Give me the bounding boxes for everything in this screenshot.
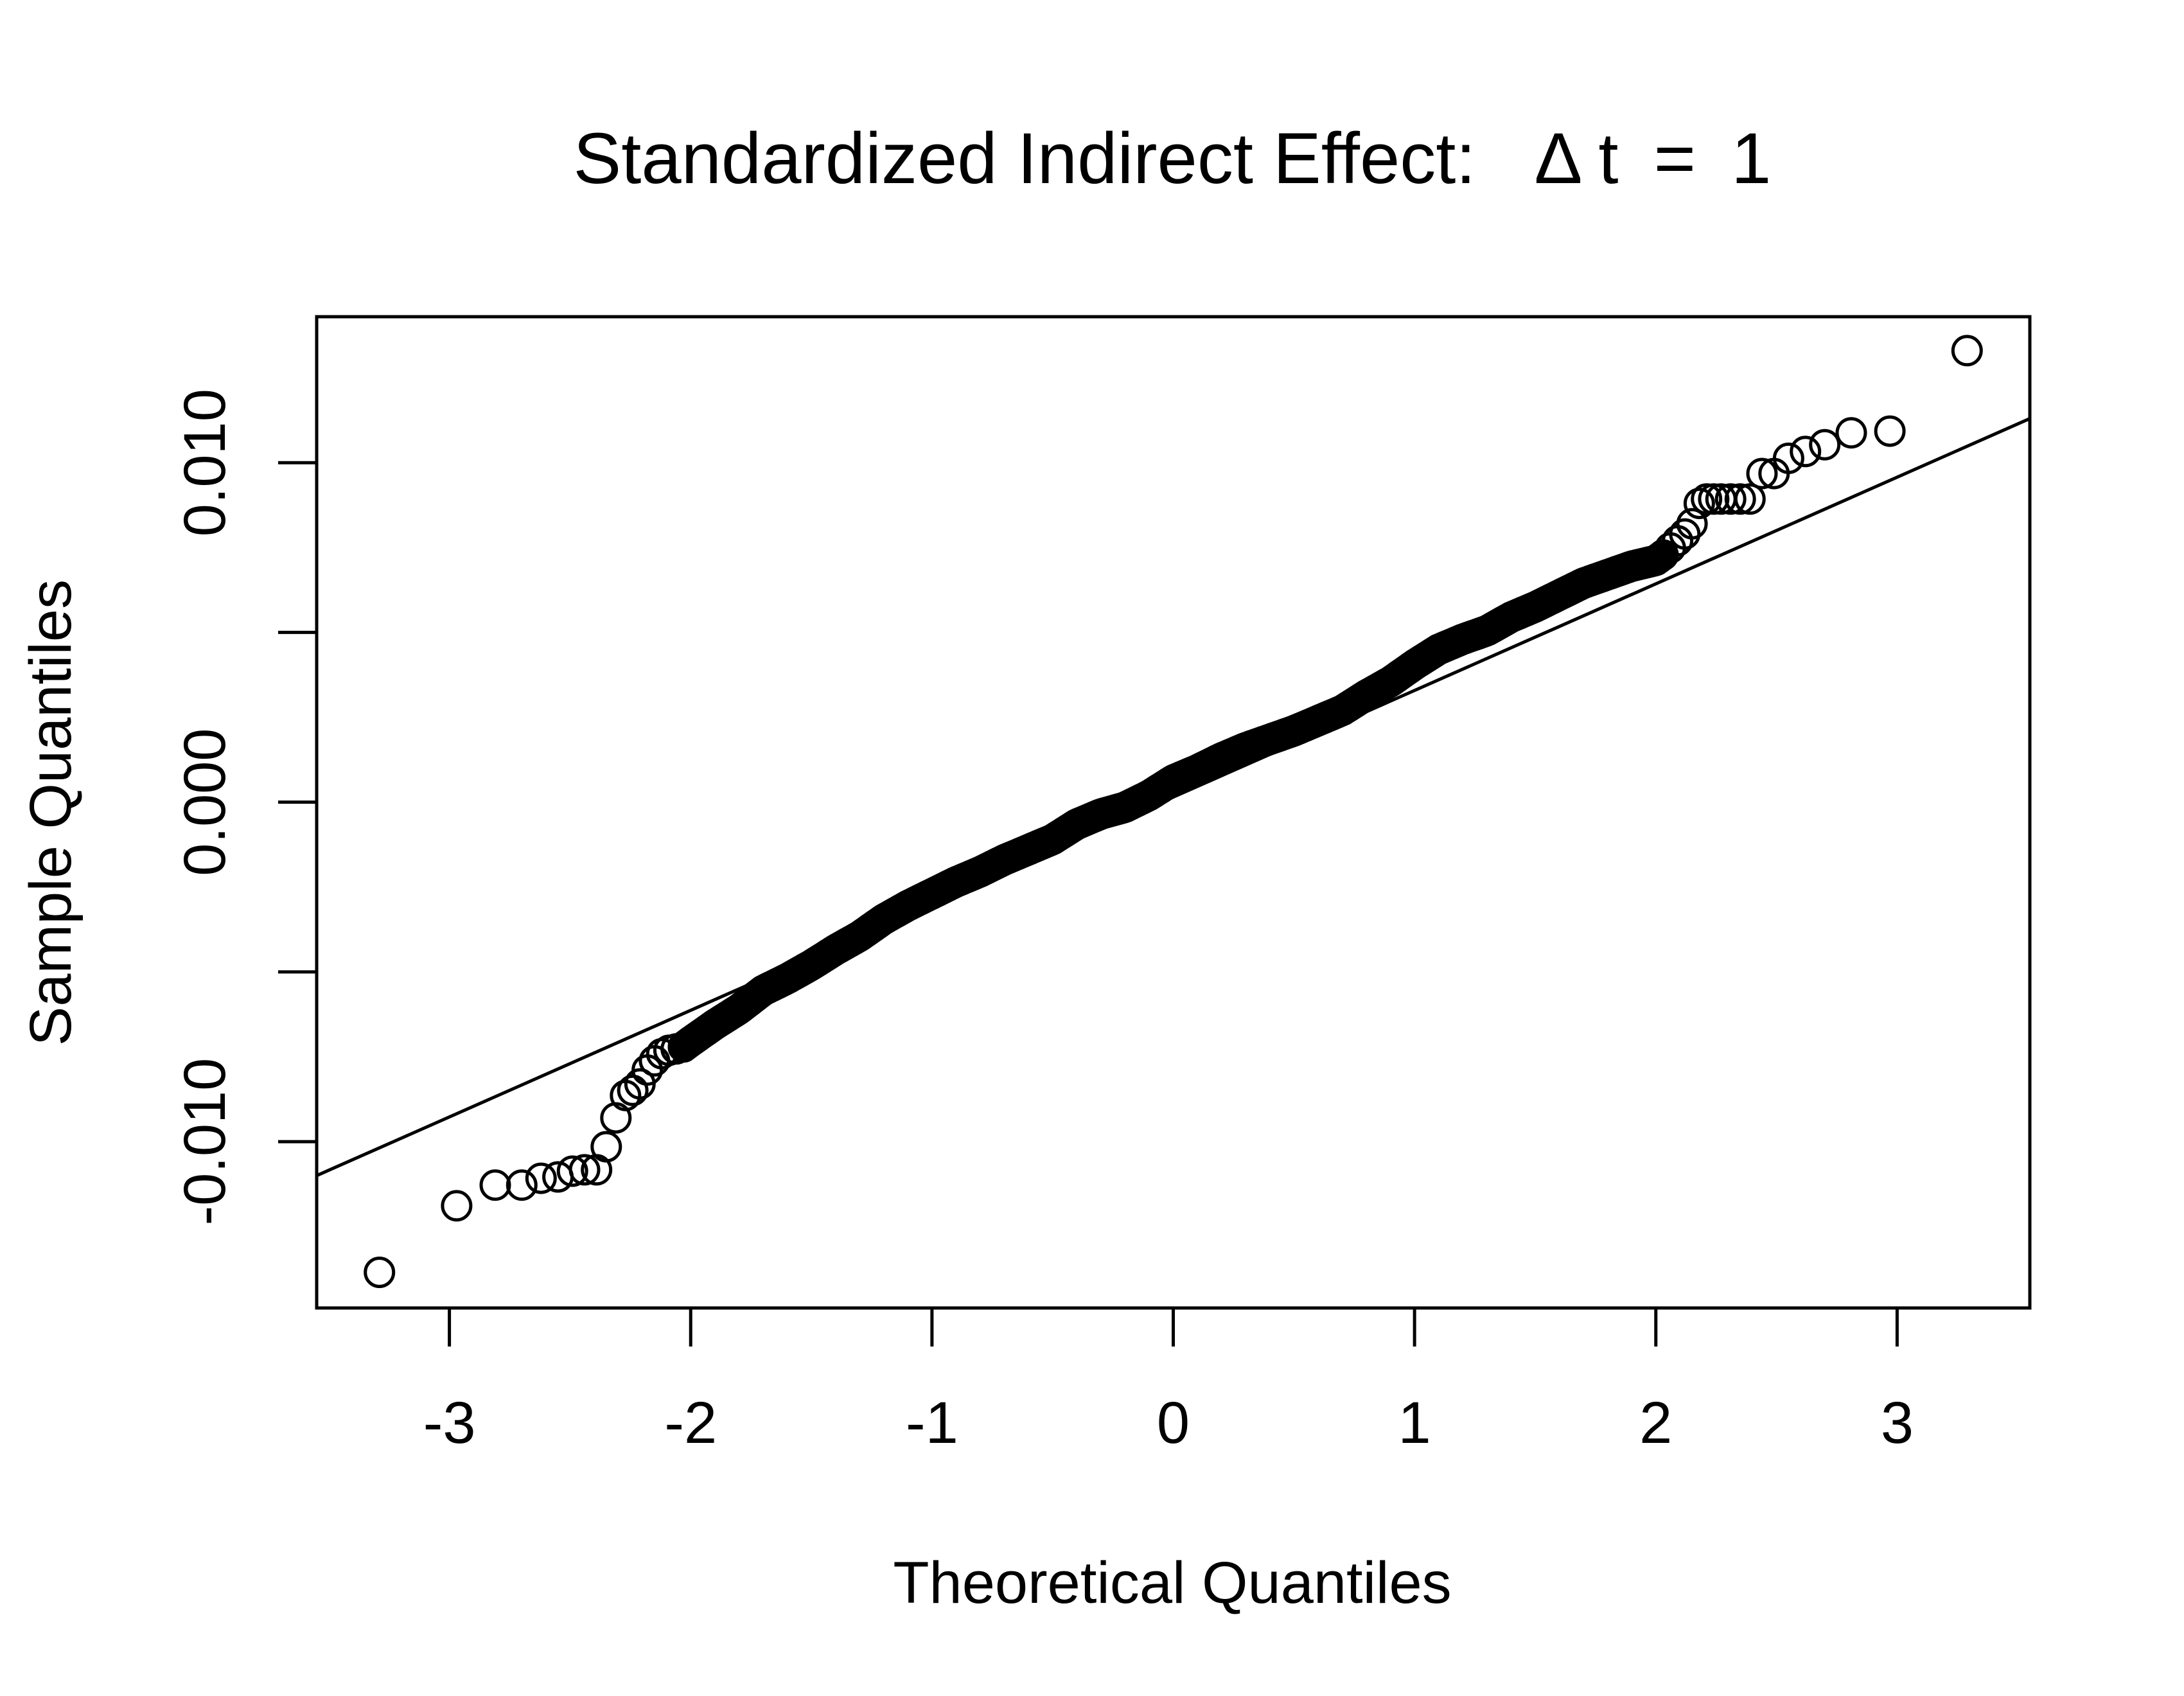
- data-point: [617, 1074, 649, 1106]
- x-tick-label: 2: [1639, 1390, 1672, 1456]
- chart-title-prefix: Standardized Indirect Effect:: [574, 118, 1476, 199]
- data-point: [1835, 417, 1867, 449]
- chart-title-variable: t: [1598, 118, 1618, 199]
- plot-frame: [315, 315, 2032, 1310]
- y-axis: -0.010 0.000 0.010: [172, 389, 317, 1226]
- y-axis-label: Sample Quantiles: [18, 579, 84, 1046]
- chart-title-delta: Δ: [1535, 118, 1581, 199]
- data-point: [568, 1154, 601, 1186]
- x-tick-label: 0: [1157, 1390, 1190, 1456]
- data-points: [364, 335, 1983, 1288]
- x-axis-label: Theoretical Quantiles: [893, 1550, 1451, 1616]
- data-point: [506, 1169, 538, 1201]
- data-point: [590, 1131, 622, 1163]
- x-tick-label: -1: [906, 1390, 958, 1456]
- data-point: [364, 1257, 396, 1288]
- x-tick-label: 1: [1398, 1390, 1431, 1456]
- x-tick-label: -2: [664, 1390, 717, 1456]
- chart-title: Standardized Indirect Effect: Δ t = 1: [574, 118, 1772, 199]
- data-point: [1951, 335, 1983, 367]
- data-point: [1647, 539, 1679, 571]
- chart-title-value: 1: [1731, 118, 1771, 199]
- chart-title-equals: =: [1654, 118, 1696, 199]
- x-tick-label: -3: [423, 1390, 476, 1456]
- y-tick-label: -0.010: [172, 1058, 238, 1226]
- x-axis: -3 -2 -1 0 1 2 3: [423, 1308, 1914, 1456]
- data-point: [479, 1169, 511, 1201]
- y-tick-label: 0.010: [172, 389, 238, 536]
- data-point: [441, 1190, 473, 1222]
- data-point: [1809, 428, 1841, 461]
- data-point: [1724, 483, 1756, 515]
- data-point: [1734, 483, 1766, 515]
- data-point: [556, 1155, 588, 1187]
- data-point: [1669, 518, 1701, 550]
- data-point: [1746, 457, 1778, 490]
- data-point: [1698, 483, 1730, 515]
- data-point: [1691, 483, 1723, 515]
- data-point: [525, 1162, 557, 1194]
- data-point: [1790, 436, 1822, 468]
- data-point: [1683, 488, 1715, 520]
- data-point: [1772, 442, 1804, 474]
- data-point: [1714, 483, 1747, 515]
- data-point: [1676, 508, 1708, 540]
- x-tick-label: 3: [1881, 1390, 1914, 1456]
- data-point: [1874, 415, 1906, 447]
- y-tick-label: 0.000: [172, 729, 238, 876]
